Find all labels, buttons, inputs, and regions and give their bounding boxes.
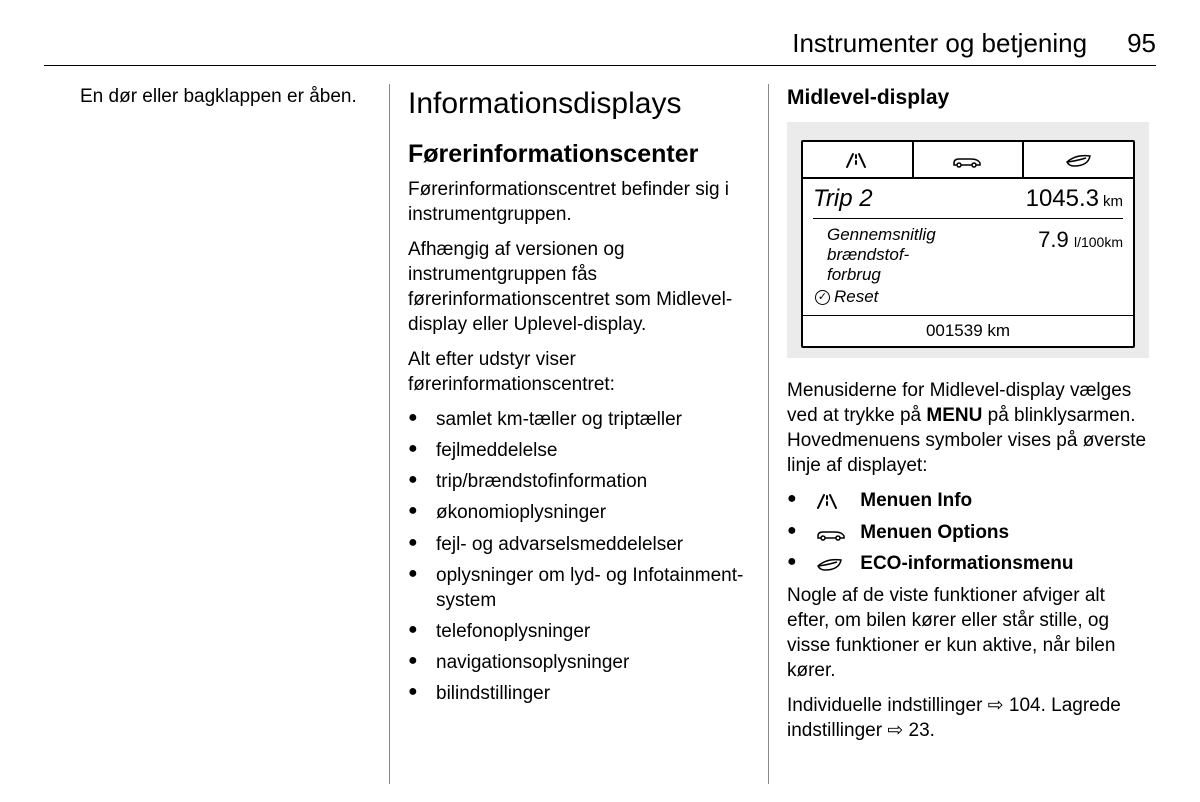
page-header: Instrumenter og betjening 95 xyxy=(44,28,1156,66)
fuel-row: Gennemsnitlig brændstof- forbrug 7.9 l/1… xyxy=(813,225,1123,284)
column-2: Informationsdisplays Førerinformationsce… xyxy=(389,84,769,784)
fuel-label: Gennemsnitlig brændstof- forbrug xyxy=(827,225,936,284)
feature-list: ●samlet km-tæller og triptæller ●fejlmed… xyxy=(408,407,750,706)
tab-options xyxy=(914,142,1025,177)
list-item: ●fejl- og advarselsmeddelelser xyxy=(408,532,750,557)
display-body: Trip 2 1045.3km Gennemsnitlig brændstof-… xyxy=(803,179,1133,315)
list-item: ●trip/brændstofinformation xyxy=(408,469,750,494)
list-item: ●oplysninger om lyd- og Infotainment-sys… xyxy=(408,563,750,613)
tab-info xyxy=(803,142,914,177)
header-section-title: Instrumenter og betjening xyxy=(792,28,1087,59)
display-screen: Trip 2 1045.3km Gennemsnitlig brændstof-… xyxy=(801,140,1135,348)
midlevel-heading: Midlevel-display xyxy=(787,84,1149,112)
column-1: En dør eller bagklappen er åben. xyxy=(44,84,389,784)
display-figure: Trip 2 1045.3km Gennemsnitlig brændstof-… xyxy=(787,122,1149,358)
fuel-value-wrap: 7.9 l/100km xyxy=(1038,225,1123,284)
leaf-icon xyxy=(1064,152,1094,170)
leaf-icon xyxy=(815,552,855,577)
menu-item-options: ● Menuen Options xyxy=(787,520,1149,546)
menu-keyword: MENU xyxy=(926,405,982,426)
para-2: Afhængig af versionen og instrumentgrupp… xyxy=(408,237,750,337)
menu-list: ● Menuen Info ● Menuen Options ● ECO-inf… xyxy=(787,488,1149,577)
reset-row: ✓Reset xyxy=(813,284,1123,312)
list-item: ●samlet km-tæller og triptæller xyxy=(408,407,750,432)
para-3: Alt efter udstyr viser førerinformations… xyxy=(408,347,750,397)
list-item: ●navigationsoplysninger xyxy=(408,650,750,675)
fuel-value: 7.9 xyxy=(1038,227,1069,252)
odometer: 001539 km xyxy=(803,315,1133,346)
header-page-number: 95 xyxy=(1127,28,1156,59)
content-columns: En dør eller bagklappen er åben. Informa… xyxy=(44,84,1156,784)
car-icon xyxy=(815,520,855,545)
column-3: Midlevel-display Trip 2 xyxy=(769,84,1149,784)
menu-intro: Menusiderne for Midlevel-display vælges … xyxy=(787,378,1149,478)
list-item: ●telefonoplysninger xyxy=(408,619,750,644)
display-tabs xyxy=(803,142,1133,179)
separator xyxy=(813,218,1123,219)
section-heading: Informationsdisplays xyxy=(408,84,750,124)
list-item: ●bilindstillinger xyxy=(408,681,750,706)
trip-row: Trip 2 1045.3km xyxy=(813,183,1123,215)
fuel-unit: l/100km xyxy=(1074,234,1123,250)
lane-icon xyxy=(844,152,870,170)
para-1: Førerinformationscentret befinder sig i … xyxy=(408,177,750,227)
list-item: ●fejlmeddelelse xyxy=(408,438,750,463)
trip-value-wrap: 1045.3km xyxy=(1026,183,1123,215)
door-open-text: En dør eller bagklappen er åben. xyxy=(80,84,371,109)
trip-label: Trip 2 xyxy=(813,183,873,215)
tab-eco xyxy=(1024,142,1133,177)
ref-arrow-icon: ⇨ xyxy=(988,695,1004,716)
note-para: Nogle af de viste funktioner afviger alt… xyxy=(787,583,1149,683)
menu-item-eco: ● ECO-informationsmenu xyxy=(787,551,1149,577)
menu-item-info: ● Menuen Info xyxy=(787,488,1149,514)
lane-icon xyxy=(815,489,855,514)
refs-para: Individuelle indstillinger ⇨ 104. Lagred… xyxy=(787,693,1149,743)
car-icon xyxy=(951,152,985,170)
subsection-heading: Førerinformationscenter xyxy=(408,138,750,171)
trip-unit: km xyxy=(1103,193,1123,210)
check-icon: ✓ xyxy=(815,290,830,305)
ref-arrow-icon: ⇨ xyxy=(887,720,903,741)
list-item: ●økonomioplysninger xyxy=(408,500,750,525)
trip-value: 1045.3 xyxy=(1026,185,1099,212)
